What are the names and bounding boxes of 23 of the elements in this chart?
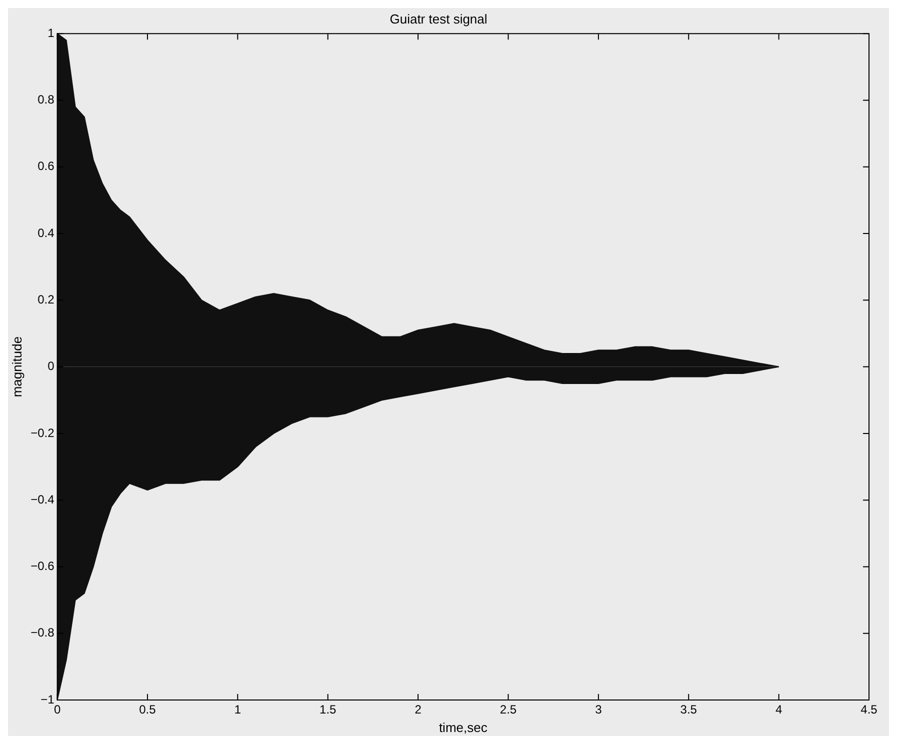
x-tick-label: 1 [234, 702, 242, 717]
x-tick-label: 4 [775, 702, 782, 717]
y-tick-label: 0.2 [38, 292, 55, 306]
x-axis-title: time,sec [438, 720, 488, 735]
x-tick-label: 2.5 [500, 702, 517, 717]
y-tick-label: −0.2 [30, 426, 55, 440]
y-tick-label: 0.8 [38, 92, 55, 107]
y-tick-label: 0.6 [38, 159, 55, 174]
y-tick-label: 0 [48, 359, 55, 374]
x-tick-label: 3.5 [680, 702, 698, 717]
y-tick-label: 0.4 [38, 226, 55, 240]
y-tick-label: −0.6 [30, 559, 55, 574]
y-tick-label: −0.4 [30, 492, 55, 506]
x-tick-label: 2 [414, 702, 422, 717]
y-tick-label: 1 [48, 26, 55, 40]
y-tick-label: −1 [40, 692, 55, 706]
x-tick-label: 4.5 [860, 702, 878, 717]
y-tick-label: −0.8 [30, 626, 55, 640]
y-axis-title: magnitude [9, 336, 24, 398]
chart-title: Guiatr test signal [390, 11, 488, 26]
x-tick-label: 0.5 [139, 702, 156, 717]
x-tick-label: 3 [595, 702, 602, 717]
x-tick-label: 1.5 [320, 702, 337, 717]
